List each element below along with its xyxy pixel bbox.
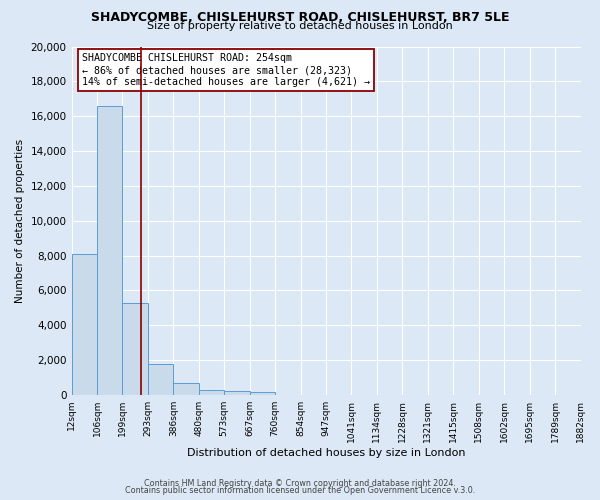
Text: SHADYCOMBE, CHISLEHURST ROAD, CHISLEHURST, BR7 5LE: SHADYCOMBE, CHISLEHURST ROAD, CHISLEHURS… — [91, 11, 509, 24]
Text: Contains HM Land Registry data © Crown copyright and database right 2024.: Contains HM Land Registry data © Crown c… — [144, 478, 456, 488]
X-axis label: Distribution of detached houses by size in London: Distribution of detached houses by size … — [187, 448, 465, 458]
Bar — [122, 302, 148, 395]
Bar — [250, 392, 275, 395]
Bar — [148, 364, 173, 395]
Bar — [173, 383, 199, 395]
Bar — [199, 390, 224, 395]
Y-axis label: Number of detached properties: Number of detached properties — [15, 138, 25, 303]
Bar — [97, 106, 122, 395]
Text: Contains public sector information licensed under the Open Government Licence v.: Contains public sector information licen… — [125, 486, 475, 495]
Text: Size of property relative to detached houses in London: Size of property relative to detached ho… — [147, 21, 453, 31]
Bar — [71, 254, 97, 395]
Text: SHADYCOMBE CHISLEHURST ROAD: 254sqm
← 86% of detached houses are smaller (28,323: SHADYCOMBE CHISLEHURST ROAD: 254sqm ← 86… — [82, 54, 370, 86]
Bar — [224, 392, 250, 395]
